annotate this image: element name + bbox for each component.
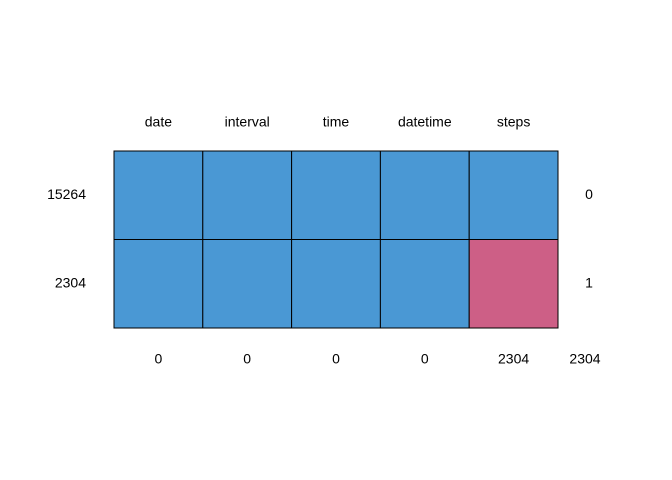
row-count-label-2: 2304 [55,274,86,290]
row-count-labels: 15264 2304 [47,186,86,291]
observed-cell-interval-row-2 [202,239,293,329]
column-labels: date interval time datetime steps [145,114,531,130]
column-label-datetime: datetime [398,114,452,130]
column-missing-total-interval: 0 [243,351,251,367]
observed-cell-datetime-row-1 [379,150,470,240]
observed-cell-interval-row-1 [202,150,293,240]
column-missing-total-labels: 0 0 0 0 2304 2304 [155,351,601,367]
column-missing-total-steps: 2304 [498,351,529,367]
column-missing-total-time: 0 [332,351,340,367]
row-count-label-1: 15264 [47,186,86,202]
column-label-time: time [323,114,350,130]
column-label-interval: interval [225,114,270,130]
missing-cell-steps-row-2 [468,239,559,329]
column-missing-total-date: 0 [155,351,163,367]
row-missing-count-labels: 01 [585,186,593,291]
row-missing-count-label-1: 0 [585,186,593,202]
column-label-steps: steps [497,114,530,130]
pattern-cells [113,150,559,329]
observed-cell-time-row-2 [291,239,381,329]
observed-cell-date-row-1 [113,150,204,240]
observed-cell-steps-row-1 [468,150,559,240]
column-missing-total-datetime: 0 [421,351,429,367]
observed-cell-time-row-1 [291,150,381,240]
column-label-date: date [145,114,172,130]
row-missing-count-label-2: 1 [585,274,593,290]
grand-total-missing-label: 2304 [569,351,600,367]
observed-cell-date-row-2 [113,239,204,329]
observed-cell-datetime-row-2 [379,239,470,329]
